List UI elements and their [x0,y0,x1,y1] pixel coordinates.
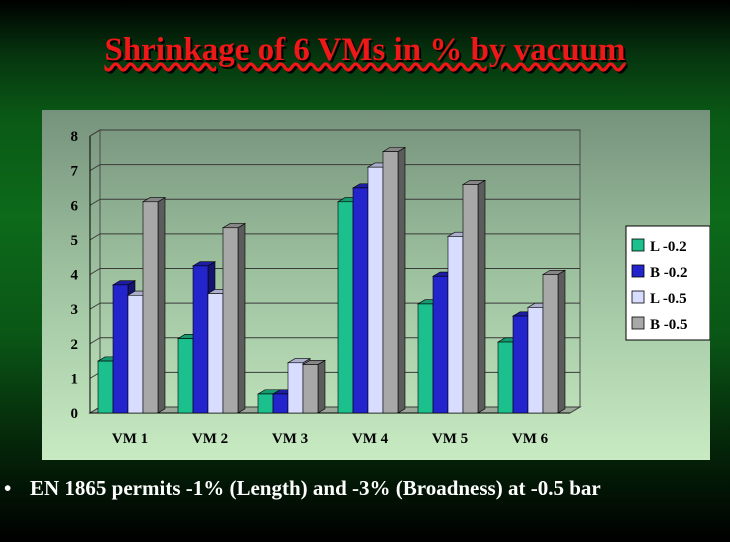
bar-side [477,179,486,414]
legend-swatch [631,264,645,278]
y-tick-label: 0 [71,406,79,422]
legend-swatch [631,290,645,304]
bar [302,364,319,414]
bar [432,275,449,414]
bar [462,184,479,414]
bar [112,284,129,414]
bar [447,236,464,414]
legend-label: B -0.5 [650,317,688,333]
y-tick-label: 2 [71,337,79,353]
bar-chart: 0 1 2 3 4 5 6 7 8 VM 1 VM 2 VM 3 VM 4 VM 5 VM 6 L -0.2 B… [71,129,710,447]
bar [127,294,144,414]
bar-side [317,359,326,414]
gridline-depth [89,198,101,206]
slide-title: Shrinkage of 6 VMs in % by vacuum [104,32,626,68]
bar-side [397,146,406,414]
gridline-depth [89,164,101,172]
bar [257,393,274,414]
bar [272,393,289,414]
bar [417,303,434,414]
y-tick-label: 3 [71,302,79,318]
legend-swatch [631,238,645,252]
legend-label: B -0.2 [650,265,688,281]
legend-label: L -0.5 [650,291,687,307]
bullet-note: • EN 1865 permits -1% (Length) and -3% (B… [4,476,724,501]
x-tick-label: VM 1 [112,431,148,447]
gridline-depth [89,337,101,345]
legend-swatch [631,316,645,330]
x-tick-label: VM 4 [352,431,389,447]
bar [382,151,399,414]
gridline-depth [89,129,101,137]
bar [512,315,529,414]
bar [542,274,559,414]
bar [97,360,114,414]
bar [527,307,544,414]
x-tick-label: VM 6 [512,431,549,447]
bar [337,201,354,414]
gridline-depth [89,268,101,275]
y-tick-label: 5 [71,233,79,249]
bar-side [237,223,246,414]
y-tick-label: 8 [71,129,79,145]
bar [142,201,159,414]
bar [192,265,209,414]
y-tick-label: 7 [71,164,79,180]
bar [367,166,384,414]
y-tick-label: 6 [71,198,79,214]
chart-panel: 0 1 2 3 4 5 6 7 8 VM 1 VM 2 VM 3 VM 4 VM 5 VM 6 L -0.2 B… [42,110,710,460]
bullet-icon: • [4,476,12,500]
gridline-depth [89,233,101,241]
bar [177,338,194,414]
bullet-text: EN 1865 permits -1% (Length) and -3% (Br… [30,476,601,500]
bar-side [557,269,566,414]
bar [222,227,239,414]
bar [497,341,514,414]
x-tick-label: VM 3 [272,431,308,447]
x-tick-label: VM 2 [192,431,228,447]
gridline-depth [89,302,101,310]
bar [207,293,224,414]
bar-side [157,197,166,414]
bar [287,362,304,414]
bar [352,187,369,414]
legend-label: L -0.2 [650,239,687,255]
y-tick-label: 1 [71,371,79,387]
x-tick-label: VM 5 [432,431,468,447]
y-tick-label: 4 [71,268,79,284]
